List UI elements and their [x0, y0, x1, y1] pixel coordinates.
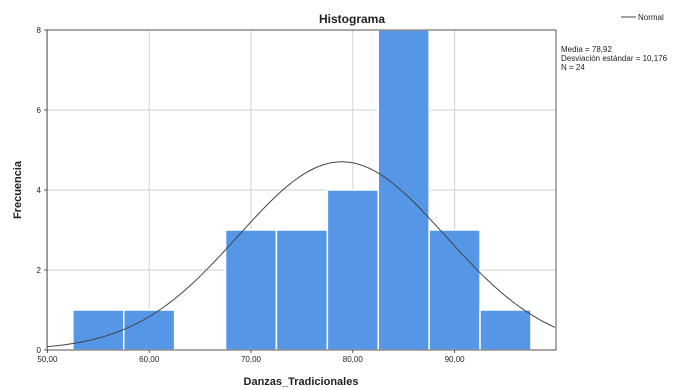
histogram-bar-8	[479, 309, 532, 351]
x-tick-label-0: 50,00	[37, 355, 58, 364]
x-tick-label-1: 60,00	[139, 355, 160, 364]
x-tick-label-4: 90,00	[445, 355, 466, 364]
x-tick-label-3: 80,00	[343, 355, 364, 364]
y-tick-labels: 0 2 4 6 8	[37, 26, 47, 355]
histogram-bar-0	[72, 309, 125, 351]
chart-title: Histograma	[319, 12, 385, 26]
y-tick-label-1: 2	[37, 266, 42, 275]
x-tick-labels: 50,00 60,00 70,00 80,00 90,00	[37, 350, 465, 364]
stat-mean: Media = 78,92	[561, 45, 612, 54]
y-tick-label-3: 6	[37, 106, 42, 115]
histogram-bar-3	[224, 229, 278, 351]
histogram-bar-6	[377, 29, 430, 351]
histogram-bar-5	[326, 189, 380, 351]
y-tick-label-4: 8	[37, 26, 42, 35]
y-axis-title: Frecuencia	[12, 160, 24, 219]
y-tick-label-2: 4	[37, 186, 42, 195]
stat-n: N = 24	[561, 63, 585, 72]
y-tick-label-0: 0	[37, 346, 42, 355]
histogram-bar-7	[428, 229, 481, 351]
histogram-bar-4	[275, 229, 329, 351]
x-axis-title: Danzas_Tradicionales	[244, 376, 359, 388]
x-tick-label-2: 70,00	[241, 355, 262, 364]
stat-sd: Desviación estándar = 10,176	[561, 54, 668, 63]
legend-label: Normal	[638, 13, 664, 22]
normal-curve	[46, 161, 556, 348]
